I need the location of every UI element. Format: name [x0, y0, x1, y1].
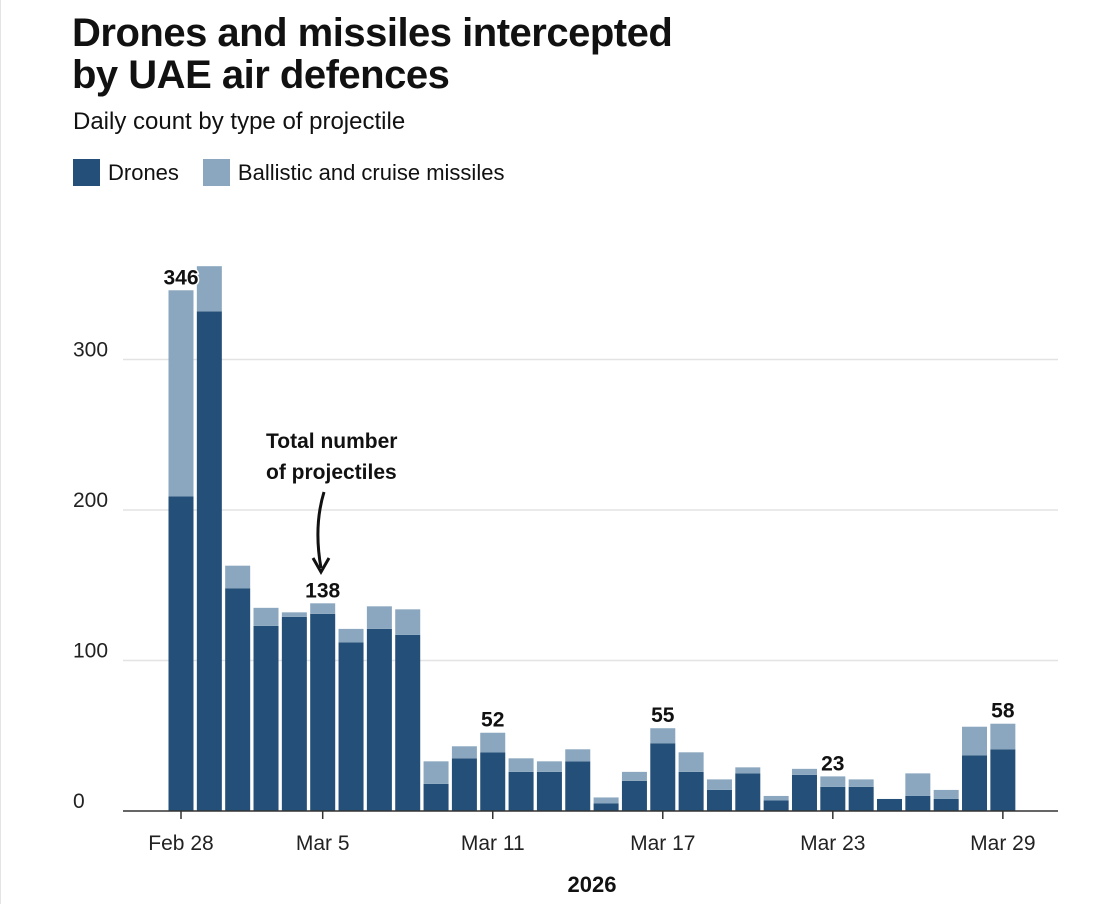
bar-missiles	[225, 565, 251, 589]
y-tick-label: 200	[73, 489, 108, 512]
bar-drones	[366, 628, 392, 811]
legend-label-missiles: Ballistic and cruise missiles	[237, 159, 505, 185]
legend: Drones Ballistic and cruise missiles	[73, 159, 528, 186]
x-tick-label: Mar 17	[630, 832, 695, 855]
bar-missiles	[536, 761, 562, 772]
bar-missiles	[933, 789, 959, 799]
chart-title: Drones and missiles intercepted by UAE a…	[72, 11, 673, 97]
title-line-1: Drones and missiles intercepted	[72, 11, 673, 55]
bar-missiles	[706, 779, 732, 790]
bar-drones	[877, 798, 902, 811]
legend-swatch-drones	[73, 159, 100, 186]
bar-missiles	[196, 266, 222, 312]
bar-drones	[848, 786, 874, 811]
y-tick-label: 300	[73, 339, 108, 362]
bar-drones	[480, 752, 506, 811]
bar-drones	[820, 786, 846, 811]
title-line-2: by UAE air defences	[72, 53, 450, 97]
bar-drones	[168, 496, 194, 811]
bar-missiles	[962, 726, 988, 756]
bar-missiles	[593, 797, 619, 804]
x-tick-label: Mar 29	[970, 832, 1035, 855]
data-label: 58	[991, 700, 1015, 723]
bar-missiles	[395, 609, 421, 635]
bar-missiles	[820, 776, 846, 787]
data-label: 23	[821, 752, 844, 775]
bar-missiles	[848, 779, 874, 787]
bar-drones	[565, 761, 591, 811]
annotation-text-line-1: Total number	[266, 430, 397, 453]
y-tick-label: 0	[73, 790, 85, 813]
bar-missiles	[990, 723, 1016, 750]
bar-missiles	[423, 761, 449, 784]
data-label: 52	[481, 709, 504, 732]
bar-missiles	[650, 728, 676, 744]
x-tick-label: Mar 11	[461, 832, 525, 855]
annotation-arrow	[316, 491, 326, 569]
bar-drones	[253, 625, 279, 811]
bar-drones	[650, 743, 676, 811]
bar-missiles	[905, 773, 931, 796]
x-tick-label: Feb 28	[148, 832, 213, 855]
bar-missiles	[366, 606, 392, 629]
data-label: 138	[305, 579, 340, 602]
bar-drones	[706, 789, 732, 811]
bar-drones	[990, 749, 1016, 811]
bar-drones	[763, 800, 789, 811]
bar-missiles	[763, 795, 789, 801]
bar-missiles	[791, 768, 817, 775]
legend-swatch-missiles	[202, 159, 230, 186]
bar-drones	[933, 798, 959, 811]
bar-drones	[791, 774, 817, 811]
legend-item-drones: Drones	[73, 159, 179, 186]
x-axis-title: 2026	[568, 872, 617, 897]
bar-missiles	[168, 290, 194, 497]
bar-missiles	[508, 758, 534, 772]
bar-missiles	[678, 752, 704, 772]
bar-missiles	[338, 628, 364, 643]
data-label: 346	[163, 266, 198, 289]
bar-drones	[905, 795, 931, 811]
bar-missiles	[281, 612, 307, 617]
bar-drones	[281, 616, 307, 811]
bar-drones	[423, 783, 449, 811]
legend-item-missiles: Ballistic and cruise missiles	[202, 159, 505, 186]
annotation-arrowhead	[311, 557, 331, 576]
bar-drones	[508, 771, 534, 811]
bar-drones	[225, 588, 251, 811]
bar-drones	[593, 803, 619, 811]
bar-drones	[735, 773, 761, 811]
bar-missiles	[451, 746, 477, 759]
bar-drones	[395, 634, 421, 811]
bar-missiles	[480, 732, 506, 753]
bar-drones	[310, 613, 336, 811]
data-label: 55	[651, 704, 675, 727]
bar-missiles	[621, 771, 647, 781]
bar-drones	[451, 758, 477, 811]
annotation-text-line-2: of projectiles	[266, 461, 397, 484]
bar-drones	[338, 642, 364, 811]
bar-drones	[196, 311, 222, 811]
bar-drones	[536, 771, 562, 811]
y-tick-label: 100	[73, 640, 108, 663]
legend-label-drones: Drones	[108, 159, 179, 185]
bar-missiles	[565, 749, 591, 762]
x-tick-label: Mar 5	[296, 832, 350, 855]
bar-missiles	[253, 607, 279, 626]
chart-subtitle: Daily count by type of projectile	[73, 108, 406, 135]
bar-drones	[678, 771, 704, 811]
bar-missiles	[735, 767, 761, 774]
bar-missiles	[310, 603, 336, 614]
x-tick-label: Mar 23	[800, 832, 865, 855]
bar-drones	[621, 780, 647, 811]
bar-drones	[962, 755, 988, 811]
